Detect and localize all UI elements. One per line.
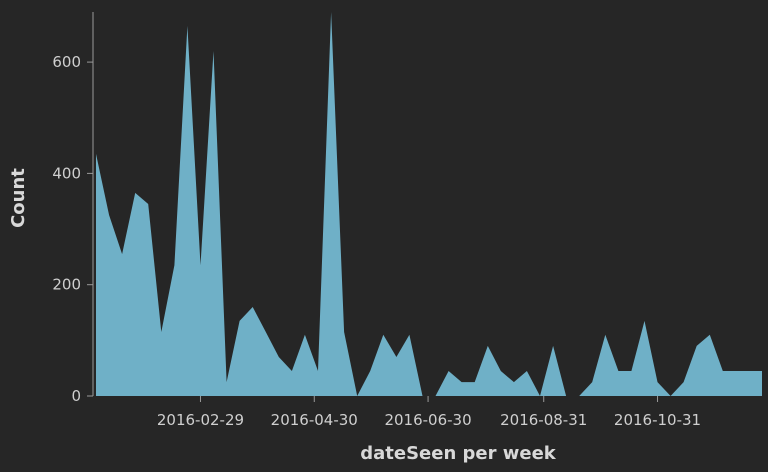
y-tick-label: 400 — [52, 164, 81, 182]
plot-area — [96, 12, 762, 396]
x-tick-label: 2016-08-31 — [500, 411, 587, 429]
y-axis-title: Count — [8, 168, 29, 228]
y-tick-label: 0 — [71, 387, 81, 405]
y-tick-label: 200 — [52, 276, 81, 294]
x-axis-title: dateSeen per week — [360, 443, 557, 464]
x-tick-label: 2016-04-30 — [271, 411, 358, 429]
y-tick-label: 600 — [52, 53, 81, 71]
y-axis-ticks: 0 200 400 600 — [52, 53, 93, 405]
x-tick-label: 2016-02-29 — [157, 411, 244, 429]
x-tick-label: 2016-06-30 — [384, 411, 471, 429]
x-axis-ticks: 2016-02-29 2016-04-30 2016-06-30 2016-08-31… — [157, 396, 701, 429]
area-series — [96, 12, 762, 396]
x-tick-label: 2016-10-31 — [614, 411, 701, 429]
